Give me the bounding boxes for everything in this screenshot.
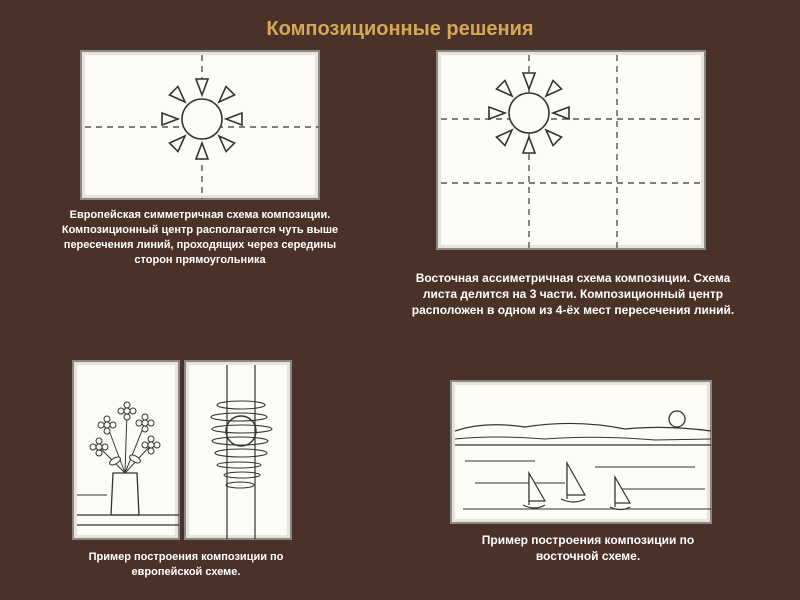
east-example-caption: Пример построения композиции по восточно… [470,532,706,564]
eu-example-flowers-inner [77,365,175,535]
page-title: Композиционные решения [0,18,800,41]
eu-schema-svg [85,55,319,199]
eu-example-sunset-inner [189,365,287,535]
east-schema-svg [441,55,705,249]
east-example-inner [455,385,707,519]
eu-schema-panel [80,50,320,200]
eu-example-caption: Пример построения композиции по европейс… [68,550,304,580]
east-schema-caption: Восточная ассиметричная схема композиции… [408,270,738,319]
eu-schema-inner [85,55,315,195]
east-example-svg [455,385,711,523]
east-example-panel [450,380,712,524]
east-schema-panel [436,50,706,250]
east-schema-inner [441,55,701,245]
eu-example-sunset-panel [184,360,292,540]
eu-example-flowers-svg [77,365,179,539]
eu-schema-caption: Европейская симметричная схема композици… [60,208,340,267]
eu-example-flowers-panel [72,360,180,540]
eu-example-sunset-svg [189,365,291,539]
